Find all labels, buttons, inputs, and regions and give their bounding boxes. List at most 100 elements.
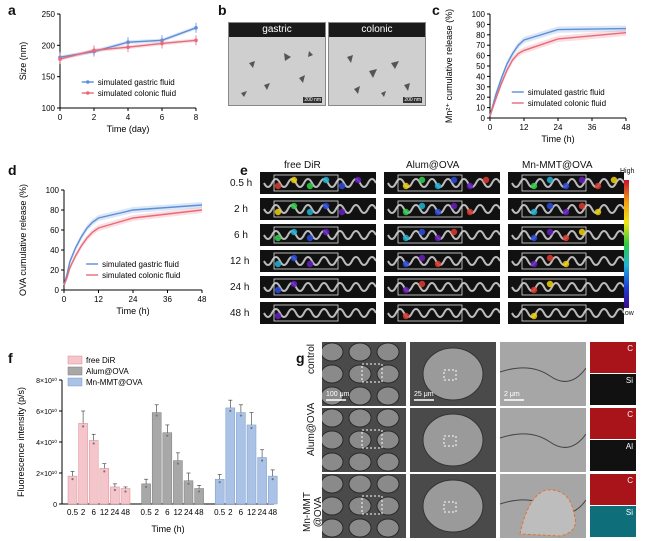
ivis-image-tile [260, 224, 376, 246]
fluorescence-spot [402, 208, 410, 216]
fluorescence-spot [450, 176, 458, 184]
villus [322, 452, 344, 472]
ivis-image-tile [384, 198, 500, 220]
villus [348, 496, 372, 516]
roi-box [273, 226, 339, 244]
eds-element-label: Si [625, 508, 633, 517]
y-tick-label: 200 [42, 41, 56, 50]
fluorescence-spot [434, 260, 442, 268]
ivis-image-tile [384, 250, 500, 272]
x-axis-label: Time (h) [116, 306, 149, 316]
fluorescence-spot [290, 228, 298, 236]
roi-box [521, 174, 587, 192]
ivis-image-tile [260, 302, 376, 324]
x-tick-label: 2 [228, 508, 233, 517]
legend-swatch [67, 377, 83, 387]
y-axis-label: Mn²⁺ cumulative release (%) [444, 9, 454, 123]
fluorescence-spot [402, 312, 410, 320]
ivis-time-3: 12 h [230, 256, 250, 267]
eds-map: C [590, 408, 636, 439]
data-point [194, 38, 198, 43]
roi-box [397, 304, 463, 322]
bar [151, 412, 162, 505]
series-line [63, 209, 203, 286]
x-tick-label: 48 [622, 123, 631, 132]
villus [322, 518, 344, 538]
fluorescence-spot [530, 182, 538, 190]
bar [225, 407, 236, 505]
replicate-dot [124, 490, 127, 493]
villus [348, 452, 372, 472]
fluorescence-spot [418, 228, 426, 236]
zoom-box [361, 363, 383, 383]
x-tick-label: 2 [81, 508, 86, 517]
fluorescence-spot [530, 234, 538, 242]
fluorescence-spot [434, 208, 442, 216]
legend-label: simulated colonic fluid [98, 89, 176, 98]
sem-image [410, 474, 496, 538]
fluorescence-spot [530, 208, 538, 216]
x-tick-label: 48 [195, 508, 204, 517]
legend-label: simulated gastric fluid [98, 78, 175, 87]
villus [348, 386, 372, 406]
x-tick-label: 24 [129, 295, 138, 304]
eds-element-label: Al [625, 442, 633, 451]
bar [110, 486, 120, 505]
x-tick-label: 4 [126, 113, 131, 122]
fluorescence-spot [274, 260, 282, 268]
villus [348, 430, 372, 450]
y-tick-label: 100 [472, 10, 486, 19]
replicate-dot [176, 462, 179, 465]
sem-image [322, 408, 406, 472]
fluorescence-spot [418, 202, 426, 210]
y-tick-label: 100 [42, 104, 56, 113]
sem-row-label-mn: Mn-MMT @OVA [302, 492, 324, 532]
intestine-outline [511, 308, 624, 318]
ivis-image-tile [508, 276, 624, 298]
roi-box [397, 226, 463, 244]
micrograph-gastric-scale: 200 nm [303, 97, 322, 103]
fluorescence-spot [578, 228, 586, 236]
fluorescence-spot [546, 202, 554, 210]
ivis-image-tile [260, 250, 376, 272]
x-tick-label: 12 [173, 508, 182, 517]
y-tick-label: 80 [50, 206, 59, 215]
ivis-imaging-grid: free DiR Alum@OVA Mn-MMT@OVA 0.5 h 2 h 6… [220, 160, 650, 340]
fluorescence-spot [434, 234, 442, 242]
fluorescence-spot [578, 202, 586, 210]
sem-image: 100 μm [322, 342, 406, 406]
y-tick-label: 2×10¹⁰ [36, 470, 57, 478]
eds-element-label: C [627, 410, 633, 419]
legend-label: Mn-MMT@OVA [86, 378, 143, 387]
bar [214, 478, 225, 505]
fluorescence-spot [290, 202, 298, 210]
x-tick-label: 36 [588, 123, 597, 132]
legend-marker [85, 91, 90, 95]
legend-swatch [67, 355, 83, 365]
ivis-time-1: 2 h [234, 204, 248, 215]
sem-image [410, 408, 496, 472]
roi-box [521, 278, 587, 296]
eds-element-label: C [627, 476, 633, 485]
scale-label: 2 μm [504, 391, 520, 398]
intestine-outline [511, 178, 624, 188]
villus [348, 364, 372, 384]
data-point [58, 57, 62, 61]
legend-label: free DiR [86, 356, 116, 365]
fluorescence-spot [562, 260, 570, 268]
fluorescence-spot [530, 260, 538, 268]
panel-label-d: d [8, 162, 17, 178]
x-tick-label: 0 [62, 295, 67, 304]
fluorescence-spot [450, 228, 458, 236]
y-tick-label: 4×10¹⁰ [36, 439, 57, 447]
x-tick-label: 24 [258, 508, 267, 517]
surface [500, 342, 586, 406]
fluorescence-spot [434, 182, 442, 190]
villus [376, 496, 400, 516]
roi-box [397, 200, 463, 218]
replicate-dot [82, 425, 85, 428]
replicate-dot [155, 414, 158, 417]
micrograph-gastric: gastric 200 nm [228, 22, 326, 106]
intestine-outline [263, 204, 376, 214]
fluorescence-spot [466, 208, 474, 216]
